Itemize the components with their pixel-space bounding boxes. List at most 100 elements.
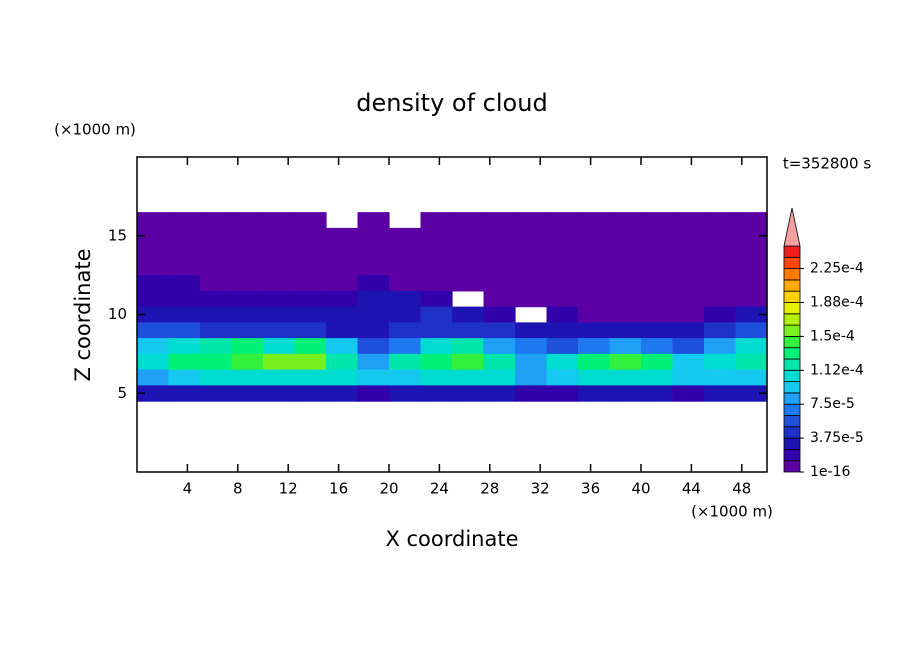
x-tick-label: 36 xyxy=(581,480,600,498)
field-cell xyxy=(704,243,737,260)
field-cell xyxy=(452,385,485,402)
colorbar-tick-label: 1e-16 xyxy=(810,464,850,480)
field-cell xyxy=(672,212,705,229)
field-cell xyxy=(672,353,705,371)
field-cell xyxy=(231,338,264,355)
x-tick-label: 8 xyxy=(233,480,243,498)
field-cell xyxy=(137,322,170,339)
colorbar-box xyxy=(783,448,801,462)
x-tick-label: 44 xyxy=(682,480,701,498)
field-cell xyxy=(389,306,422,323)
field-cell xyxy=(672,227,705,245)
field-cell xyxy=(231,385,264,402)
field-cell xyxy=(168,227,201,245)
field-cell xyxy=(200,275,233,292)
x-tick-label: 40 xyxy=(631,480,650,498)
field-cell xyxy=(546,385,579,402)
field-cell xyxy=(420,243,453,260)
field-cell xyxy=(231,259,264,276)
field-cell xyxy=(609,290,642,308)
field-cell xyxy=(641,243,674,260)
field-cell xyxy=(483,385,516,402)
field-cell xyxy=(704,306,737,323)
field-cell xyxy=(326,290,359,308)
field-cell xyxy=(609,259,642,276)
field-cell xyxy=(357,243,390,260)
field-cell xyxy=(609,227,642,245)
field-cell xyxy=(200,353,233,371)
field-cell xyxy=(641,275,674,292)
field-cell xyxy=(672,338,705,355)
field-cell xyxy=(546,306,579,323)
field-cell xyxy=(452,259,485,276)
field-cell xyxy=(357,385,390,402)
x-tick-label: 16 xyxy=(329,480,348,498)
field-cell xyxy=(168,243,201,260)
field-cell xyxy=(452,353,485,371)
field-cell xyxy=(578,322,611,339)
field-cell xyxy=(735,353,768,371)
colorbar-box xyxy=(783,335,801,349)
field-cell xyxy=(389,259,422,276)
field-cell xyxy=(515,227,548,245)
field-cell xyxy=(200,306,233,323)
field-cell xyxy=(578,338,611,355)
field-cell xyxy=(515,243,548,260)
field-cell xyxy=(263,306,296,323)
colorbar-tick-label: 2.25e-4 xyxy=(810,261,864,277)
field-cell xyxy=(326,259,359,276)
field-cell xyxy=(515,322,548,339)
field-cell xyxy=(231,290,264,308)
field-cell xyxy=(515,259,548,276)
field-cell xyxy=(420,385,453,402)
colorbar-box xyxy=(783,437,801,450)
x-tick-label: 20 xyxy=(379,480,398,498)
field-cell xyxy=(357,290,390,308)
field-cell xyxy=(168,353,201,371)
field-cell xyxy=(389,290,422,308)
field-cell xyxy=(357,322,390,339)
colorbar-box xyxy=(783,347,801,360)
field-cell xyxy=(672,275,705,292)
field-cell xyxy=(420,227,453,245)
field-cell xyxy=(735,338,768,355)
field-cell xyxy=(704,385,737,402)
field-cell xyxy=(735,385,768,402)
field-cell xyxy=(200,338,233,355)
field-cell xyxy=(704,227,737,245)
field-cell xyxy=(137,227,170,245)
field-cell xyxy=(735,290,768,308)
field-cell xyxy=(735,369,768,386)
field-cell xyxy=(704,369,737,386)
field-cell xyxy=(704,322,737,339)
field-cell xyxy=(672,259,705,276)
field-cell xyxy=(672,385,705,402)
colorbar-box xyxy=(783,403,801,416)
field-cell xyxy=(546,290,579,308)
field-cell xyxy=(578,227,611,245)
colorbar-tick-label: 1.12e-4 xyxy=(810,362,864,378)
field-cell xyxy=(263,369,296,386)
field-cell xyxy=(294,290,327,308)
field-cell xyxy=(326,306,359,323)
field-cell xyxy=(357,259,390,276)
field-cell xyxy=(704,290,737,308)
colorbar-box xyxy=(783,245,801,258)
field-cell xyxy=(137,338,170,355)
x-tick-label: 48 xyxy=(732,480,751,498)
field-cell xyxy=(452,243,485,260)
colorbar-box xyxy=(783,279,801,292)
field-cell xyxy=(231,322,264,339)
field-cell xyxy=(578,259,611,276)
field-cell xyxy=(357,353,390,371)
field-cell xyxy=(483,275,516,292)
field-cell xyxy=(294,275,327,292)
colorbar-box xyxy=(783,381,801,394)
field-cell xyxy=(546,353,579,371)
field-cell xyxy=(641,259,674,276)
colorbar-tick-label: 1.88e-4 xyxy=(810,295,864,311)
field-cell xyxy=(546,275,579,292)
field-cell xyxy=(389,353,422,371)
field-cell xyxy=(168,275,201,292)
